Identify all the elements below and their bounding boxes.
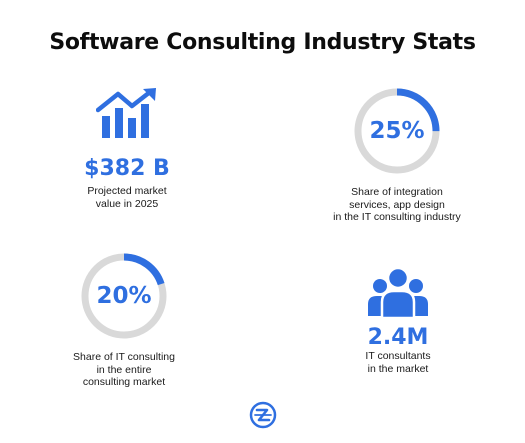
growth-chart-icon	[96, 88, 156, 138]
ring-progress	[81, 253, 167, 339]
integration-share-ring: 25%	[352, 86, 442, 176]
market-value-caption: Projected market value in 2025	[87, 185, 167, 210]
ring-chart	[354, 88, 440, 174]
market-value-figure: $382 B	[84, 156, 170, 181]
it-consulting-share-ring: 20%	[79, 251, 169, 341]
consultants-count-caption: IT consultants in the market	[365, 350, 431, 375]
consultants-count-figure: 2.4M	[367, 325, 429, 350]
integration-share-value: 25%	[369, 118, 425, 144]
brand-logo-icon	[249, 401, 277, 429]
ring-chart	[81, 253, 167, 339]
integration-share-caption: Share of integration services, app desig…	[333, 186, 461, 223]
it-consulting-share-caption: Share of IT consulting in the entire con…	[73, 351, 175, 388]
page-title: Software Consulting Industry Stats	[49, 30, 476, 55]
people-group-icon	[368, 266, 428, 318]
ring-progress	[354, 88, 440, 174]
it-consulting-share-value: 20%	[96, 283, 152, 309]
